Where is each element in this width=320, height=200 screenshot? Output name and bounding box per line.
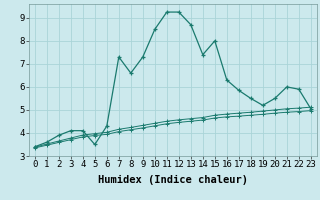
X-axis label: Humidex (Indice chaleur): Humidex (Indice chaleur) [98, 175, 248, 185]
